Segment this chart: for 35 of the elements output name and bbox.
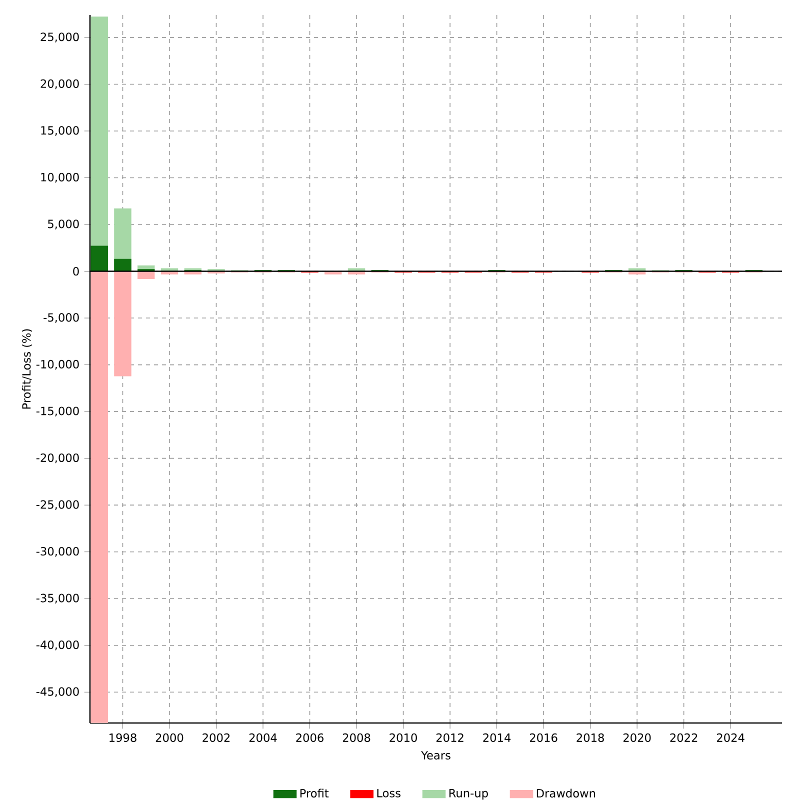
y-tick-label: 20,000 bbox=[40, 79, 79, 90]
x-tick-label: 2006 bbox=[296, 733, 324, 742]
y-tick-label: -30,000 bbox=[36, 546, 79, 557]
legend-label: Drawdown bbox=[536, 788, 596, 798]
y-tick-label: -40,000 bbox=[36, 640, 79, 650]
y-tick-label: -45,000 bbox=[36, 687, 79, 697]
y-tick-label: 10,000 bbox=[41, 172, 79, 183]
y-tick-label: 15,000 bbox=[41, 126, 79, 136]
y-tick-label: -5,000 bbox=[44, 313, 79, 323]
x-tick-label: 2010 bbox=[390, 733, 417, 742]
y-tick-label: -20,000 bbox=[36, 453, 79, 464]
y-tick-label: 25,000 bbox=[40, 32, 79, 42]
y-tick-label: -15,000 bbox=[36, 406, 79, 416]
x-tick-label: 2024 bbox=[716, 733, 744, 742]
y-tick-label: 5,000 bbox=[48, 220, 79, 230]
x-tick-label: 2018 bbox=[576, 733, 604, 742]
x-tick-label: 2022 bbox=[670, 733, 698, 742]
legend-label: Run-up bbox=[449, 788, 488, 800]
x-tick-label: 1998 bbox=[110, 733, 136, 742]
y-axis-title: Profit/Loss (%) bbox=[22, 329, 32, 409]
legend-label: Profit bbox=[300, 788, 329, 798]
y-tick-label: 0 bbox=[73, 266, 79, 276]
y-tick-label: -35,000 bbox=[36, 594, 79, 604]
x-axis-title: Years bbox=[421, 751, 450, 760]
y-tick-label: -10,000 bbox=[36, 360, 79, 370]
x-tick-label: 2000 bbox=[156, 733, 184, 742]
x-tick-label: 2004 bbox=[249, 733, 277, 742]
x-tick-label: 2008 bbox=[342, 733, 370, 742]
y-tick-label: -25,000 bbox=[36, 500, 79, 510]
x-tick-label: 2016 bbox=[530, 733, 558, 742]
x-tick-label: 2012 bbox=[436, 733, 464, 742]
x-tick-label: 2014 bbox=[483, 733, 511, 742]
x-tick-label: 2002 bbox=[202, 733, 230, 742]
legend-label: Loss bbox=[377, 788, 400, 798]
x-tick-label: 2020 bbox=[623, 733, 651, 742]
